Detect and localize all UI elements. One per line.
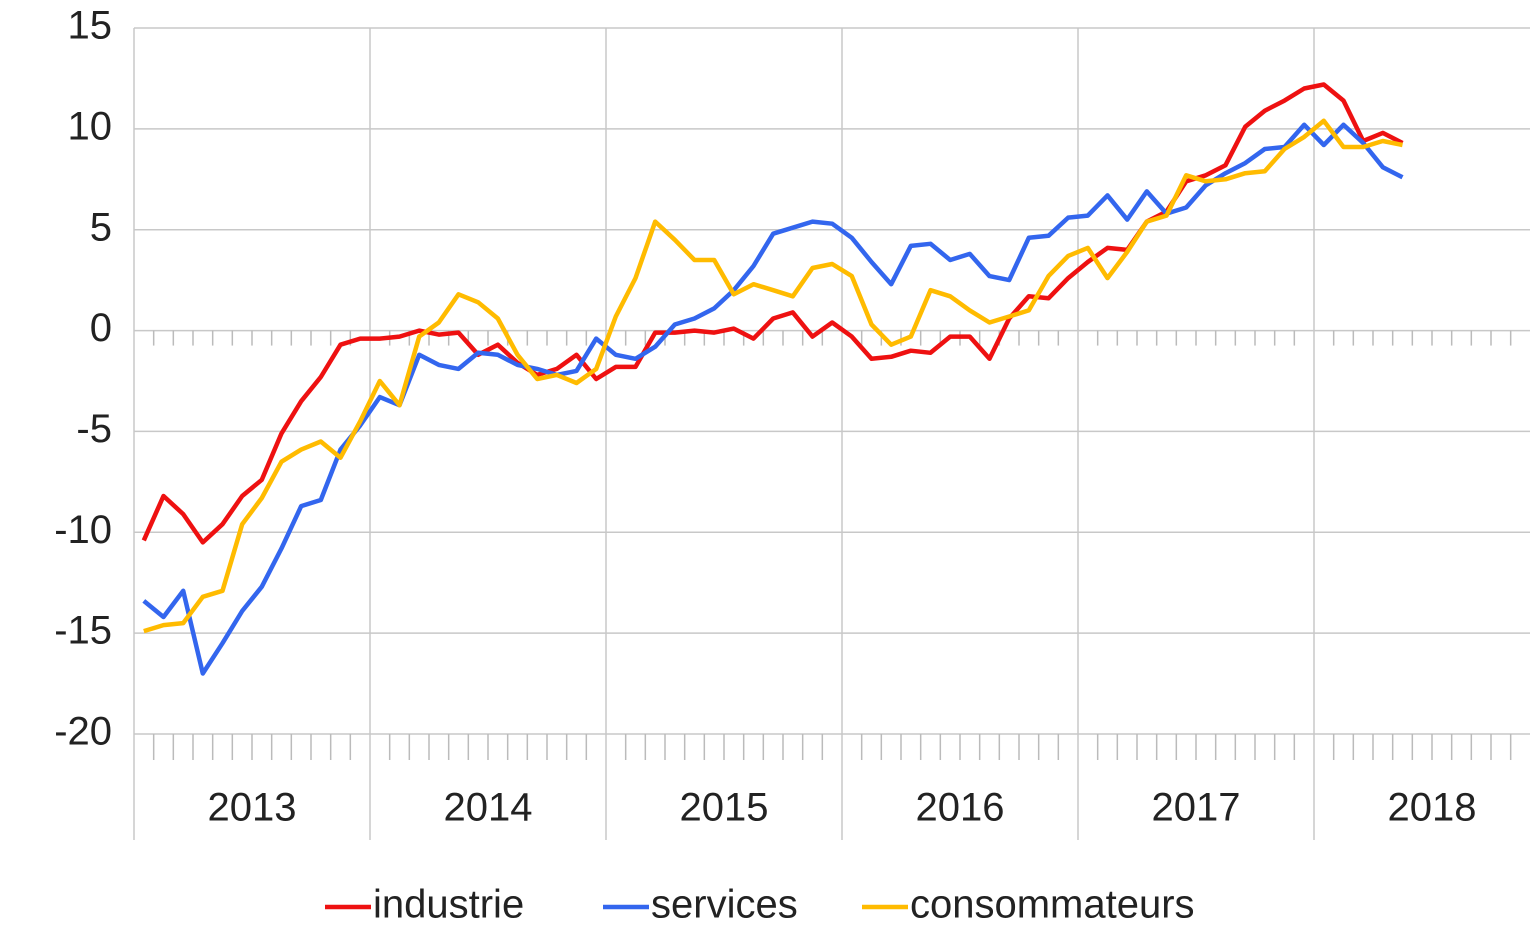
x-period-label: 2016: [916, 786, 1005, 830]
y-tick-label: 10: [68, 104, 113, 148]
x-period-label: 2015: [680, 786, 769, 830]
y-tick-label: 15: [68, 4, 113, 48]
y-tick-label: 0: [90, 306, 112, 350]
y-tick-label: -10: [54, 508, 112, 552]
series-line: [142, 122, 1404, 676]
y-tick-label: -5: [76, 407, 112, 451]
y-tick-label: 5: [90, 205, 112, 249]
x-period-label: 2013: [208, 786, 297, 830]
legend-label: consommateurs: [910, 883, 1195, 926]
y-tick-label: -15: [54, 609, 112, 653]
series-line: [143, 118, 1403, 634]
x-period-label: 2014: [444, 786, 533, 830]
x-period-label: 2017: [1152, 786, 1241, 830]
legend-label: industrie: [373, 883, 524, 926]
y-tick-label: -20: [54, 710, 112, 754]
x-period-label: 2018: [1388, 786, 1477, 830]
legend-label: services: [651, 883, 798, 926]
